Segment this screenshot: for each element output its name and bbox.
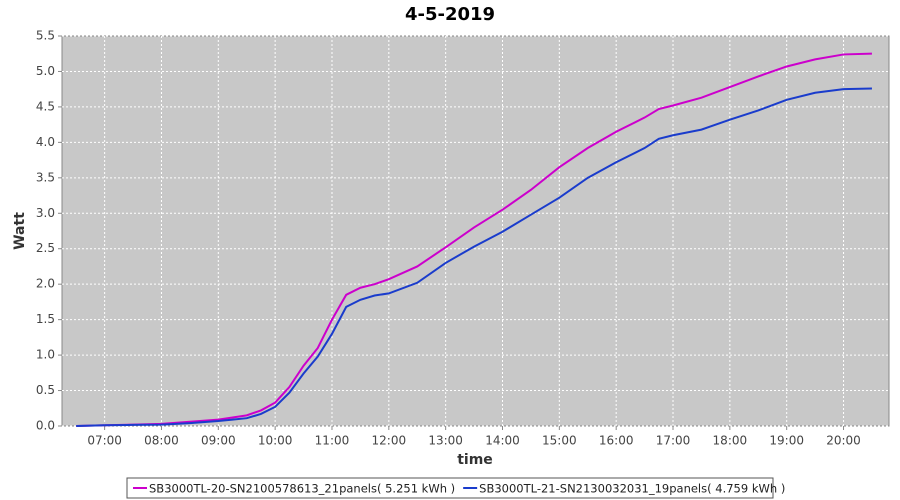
y-tick-label: 4.0: [36, 135, 55, 149]
x-tick-label: 13:00: [428, 434, 463, 448]
x-tick-label: 14:00: [485, 434, 520, 448]
y-tick-label: 1.0: [36, 348, 55, 362]
chart-title: 4-5-2019: [405, 4, 495, 25]
y-axis-label: Watt: [12, 212, 28, 250]
x-tick-label: 08:00: [144, 434, 179, 448]
y-tick-label: 5.0: [36, 64, 55, 78]
x-tick-label: 20:00: [826, 434, 861, 448]
y-tick-label: 1.5: [36, 312, 55, 326]
legend-label: SB3000TL-21-SN2130032031_19panels( 4.759…: [479, 482, 785, 496]
y-tick-label: 2.5: [36, 241, 55, 255]
x-tick-label: 18:00: [713, 434, 748, 448]
y-tick-label: 3.0: [36, 206, 55, 220]
series-line: [76, 52, 872, 427]
legend: [126, 477, 774, 499]
x-tick-label: 16:00: [599, 434, 634, 448]
x-tick-label: 12:00: [372, 434, 407, 448]
y-tick-label: 0.5: [36, 383, 55, 397]
plot-area: [61, 35, 890, 427]
x-axis-label: time: [457, 452, 493, 468]
x-tick-label: 10:00: [258, 434, 293, 448]
x-tick-label: 19:00: [769, 434, 804, 448]
x-tick-label: 11:00: [315, 434, 350, 448]
x-tick-label: 09:00: [201, 434, 236, 448]
x-tick-label: 17:00: [656, 434, 691, 448]
x-tick-label: 07:00: [87, 434, 122, 448]
series-line: [76, 87, 872, 427]
y-tick-label: 4.5: [36, 99, 55, 113]
x-tick-label: 15:00: [542, 434, 577, 448]
y-tick-label: 3.5: [36, 170, 55, 184]
y-tick-label: 5.5: [36, 29, 55, 43]
y-tick-label: 0.0: [36, 419, 55, 433]
legend-label: SB3000TL-20-SN2100578613_21panels( 5.251…: [149, 482, 455, 496]
y-tick-label: 2.0: [36, 277, 55, 291]
